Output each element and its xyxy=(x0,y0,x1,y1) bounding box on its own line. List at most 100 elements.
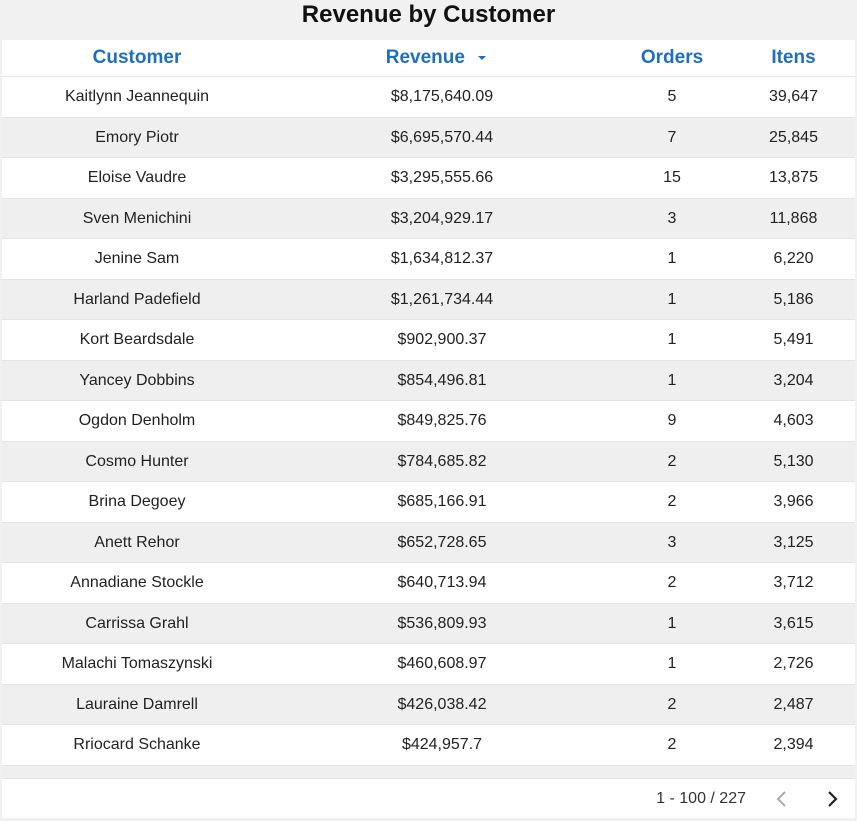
table-row: Anett Rehor $652,728.65 3 3,125 xyxy=(2,521,855,562)
itens-cell: 4,603 xyxy=(773,412,814,429)
customer-cell: Jenine Sam xyxy=(94,250,180,267)
customer-cell: Cosmo Hunter xyxy=(85,452,189,470)
customer-cell: Malachi Tomaszynski xyxy=(61,655,213,672)
orders-cell: 1 xyxy=(667,290,677,308)
table-row: Lauraine Damrell $426,038.42 2 2,487 xyxy=(2,683,855,724)
orders-cell: 2 xyxy=(667,493,677,510)
revenue-cell: $1,261,734.44 xyxy=(390,290,494,308)
header-orders[interactable]: Orders xyxy=(640,47,704,68)
customer-cell: Rriocard Schanke xyxy=(73,736,201,753)
itens-cell: 3,204 xyxy=(773,371,814,389)
orders-cell: 9 xyxy=(667,412,677,429)
itens-cell: 25,845 xyxy=(769,128,818,146)
orders-cell: 2 xyxy=(667,695,677,713)
header-revenue[interactable]: Revenue xyxy=(332,40,542,76)
customer-cell: Annadiane Stockle xyxy=(70,574,204,591)
table-row: Eloise Vaudre $3,295,555.66 15 13,875 xyxy=(2,157,855,198)
revenue-cell: $685,166.91 xyxy=(397,493,487,510)
customer-cell: Kort Beardsdale xyxy=(79,331,195,348)
orders-cell: 2 xyxy=(667,452,677,470)
table-row-partial xyxy=(2,764,855,778)
orders-cell: 1 xyxy=(667,655,677,672)
customer-cell: Emory Piotr xyxy=(95,128,179,146)
itens-cell: 3,615 xyxy=(773,614,814,632)
orders-cell: 2 xyxy=(667,736,677,753)
customer-cell: Carrissa Grahl xyxy=(85,614,189,632)
revenue-cell: $849,825.76 xyxy=(397,412,487,429)
table-row: Malachi Tomaszynski $460,608.97 1 2,726 xyxy=(2,643,855,684)
table-panel: Customer Revenue Orders Itens Kaitlynn J… xyxy=(2,40,855,818)
itens-cell: 5,186 xyxy=(773,290,814,308)
header-text: Revenue xyxy=(385,47,465,68)
revenue-cell: $854,496.81 xyxy=(397,371,487,389)
table-row: Annadiane Stockle $640,713.94 2 3,712 xyxy=(2,562,855,603)
customer-cell: Lauraine Damrell xyxy=(76,695,198,713)
itens-cell: 3,966 xyxy=(773,493,814,510)
table-row: Sven Menichini $3,204,929.17 3 11,868 xyxy=(2,197,855,238)
customer-cell: Anett Rehor xyxy=(94,533,180,551)
orders-cell: 3 xyxy=(667,533,677,551)
sort-indicator xyxy=(478,56,487,60)
table-row: Brina Degoey $685,166.91 2 3,966 xyxy=(2,481,855,522)
table-row: Emory Piotr $6,695,570.44 7 25,845 xyxy=(2,116,855,157)
revenue-cell: $3,204,929.17 xyxy=(390,209,494,227)
orders-cell: 1 xyxy=(667,614,677,632)
itens-cell: 5,491 xyxy=(773,331,814,348)
itens-cell: 2,394 xyxy=(773,736,814,753)
itens-cell: 2,487 xyxy=(773,695,814,713)
revenue-cell: $8,175,640.09 xyxy=(390,88,494,105)
itens-cell: 6,220 xyxy=(773,250,814,267)
table-body: Kaitlynn Jeannequin $8,175,640.09 5 39,647 E… xyxy=(2,76,855,778)
table-row: Carrissa Grahl $536,809.93 1 3,615 xyxy=(2,602,855,643)
revenue-cell: $536,809.93 xyxy=(397,614,487,632)
table-row: Kaitlynn Jeannequin $8,175,640.09 5 39,647 xyxy=(2,76,855,117)
revenue-cell: $6,695,570.44 xyxy=(390,128,494,146)
table-row: Rriocard Schanke $424,957.7 2 2,394 xyxy=(2,724,855,765)
revenue-cell: $784,685.82 xyxy=(397,452,487,470)
itens-cell: 5,130 xyxy=(773,452,814,470)
itens-cell: 2,726 xyxy=(773,655,814,672)
revenue-cell: $426,038.42 xyxy=(397,695,487,713)
revenue-cell: $1,634,812.37 xyxy=(390,250,494,267)
header-customer[interactable]: Customer xyxy=(92,47,182,68)
orders-cell: 1 xyxy=(667,371,677,389)
itens-cell: 39,647 xyxy=(769,88,818,105)
orders-cell: 5 xyxy=(667,88,677,105)
orders-cell: 3 xyxy=(667,209,677,227)
header-itens[interactable]: Itens xyxy=(771,47,816,68)
orders-cell: 1 xyxy=(667,331,677,348)
itens-cell: 3,712 xyxy=(773,574,814,591)
orders-cell: 7 xyxy=(667,128,677,146)
customer-cell: Ogdon Denholm xyxy=(78,412,196,429)
revenue-cell: $652,728.65 xyxy=(397,533,487,551)
revenue-cell: $460,608.97 xyxy=(397,655,487,672)
customer-cell: Brina Degoey xyxy=(88,493,186,510)
revenue-cell: $902,900.37 xyxy=(397,331,487,348)
customer-cell: Sven Menichini xyxy=(82,209,192,227)
table-row: Kort Beardsdale $902,900.37 1 5,491 xyxy=(2,319,855,360)
pagination-label: 1 - 100 / 227 xyxy=(656,790,746,807)
orders-cell: 15 xyxy=(663,169,681,186)
table-row: Ogdon Denholm $849,825.76 9 4,603 xyxy=(2,400,855,441)
footer: 1 - 100 / 227 xyxy=(2,778,855,819)
revenue-cell: $424,957.7 xyxy=(401,736,483,753)
orders-cell: 2 xyxy=(667,574,677,591)
customer-cell: Kaitlynn Jeannequin xyxy=(64,88,210,105)
table-title: Revenue by Customer xyxy=(301,1,556,28)
customer-cell: Yancey Dobbins xyxy=(79,371,195,389)
revenue-cell: $3,295,555.66 xyxy=(390,169,494,186)
next-page[interactable] xyxy=(822,789,842,809)
customer-cell: Eloise Vaudre xyxy=(87,169,187,186)
table-row: Cosmo Hunter $784,685.82 2 5,130 xyxy=(2,440,855,481)
customer-cell: Harland Padefield xyxy=(73,290,201,308)
table-row: Jenine Sam $1,634,812.37 1 6,220 xyxy=(2,238,855,279)
orders-cell: 1 xyxy=(667,250,677,267)
revenue-cell: $640,713.94 xyxy=(397,574,487,591)
itens-cell: 3,125 xyxy=(773,533,814,551)
prev-page[interactable] xyxy=(772,789,792,809)
table-row: Harland Padefield $1,261,734.44 1 5,186 xyxy=(2,278,855,319)
itens-cell: 11,868 xyxy=(769,209,818,227)
itens-cell: 13,875 xyxy=(769,169,818,186)
table-row: Yancey Dobbins $854,496.81 1 3,204 xyxy=(2,359,855,400)
